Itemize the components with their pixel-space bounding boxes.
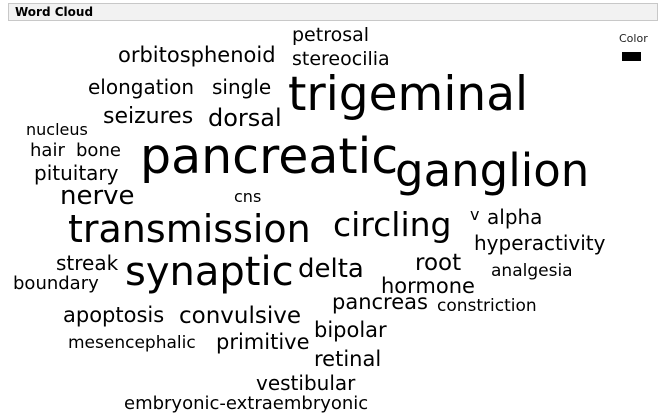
panel-title-bar[interactable]: Word Cloud xyxy=(8,3,658,21)
word-dorsal[interactable]: dorsal xyxy=(208,104,282,132)
word-analgesia[interactable]: analgesia xyxy=(491,261,573,281)
word-nerve[interactable]: nerve xyxy=(60,181,135,211)
word-synaptic[interactable]: synaptic xyxy=(125,249,294,295)
word-seizures[interactable]: seizures xyxy=(103,104,194,129)
word-cns[interactable]: cns xyxy=(234,187,262,206)
word-boundary[interactable]: boundary xyxy=(13,273,99,294)
word-single[interactable]: single xyxy=(212,75,272,99)
word-apoptosis[interactable]: apoptosis xyxy=(63,303,165,327)
word-circling[interactable]: circling xyxy=(333,205,452,244)
word-hormone[interactable]: hormone xyxy=(381,274,475,298)
word-nucleus[interactable]: nucleus xyxy=(26,120,88,139)
word-pituitary[interactable]: pituitary xyxy=(34,161,119,185)
panel-title: Word Cloud xyxy=(15,5,94,19)
word-bone[interactable]: bone xyxy=(76,140,121,161)
word-primitive[interactable]: primitive xyxy=(216,330,310,354)
legend-color-swatch xyxy=(622,52,641,61)
word-embryonic-extraembryonic[interactable]: embryonic-extraembryonic xyxy=(124,393,369,414)
word-trigeminal[interactable]: trigeminal xyxy=(288,67,529,122)
word-elongation[interactable]: elongation xyxy=(88,75,195,99)
word-mesencephalic[interactable]: mesencephalic xyxy=(68,333,196,353)
word-root[interactable]: root xyxy=(415,250,462,276)
word-alpha[interactable]: alpha xyxy=(487,205,543,229)
word-hair[interactable]: hair xyxy=(30,140,65,161)
word-delta[interactable]: delta xyxy=(298,254,364,284)
word-ganglion[interactable]: ganglion xyxy=(395,144,590,197)
legend-title: Color xyxy=(619,32,648,45)
word-v[interactable]: v xyxy=(470,205,480,224)
word-hyperactivity[interactable]: hyperactivity xyxy=(474,231,606,255)
word-orbitosphenoid[interactable]: orbitosphenoid xyxy=(118,43,276,67)
word-transmission[interactable]: transmission xyxy=(68,207,311,251)
word-vestibular[interactable]: vestibular xyxy=(256,371,356,395)
word-bipolar[interactable]: bipolar xyxy=(314,318,387,342)
word-stereocilia[interactable]: stereocilia xyxy=(292,48,390,70)
word-convulsive[interactable]: convulsive xyxy=(179,303,302,329)
word-streak[interactable]: streak xyxy=(56,251,119,275)
word-constriction[interactable]: constriction xyxy=(437,296,537,316)
word-petrosal[interactable]: petrosal xyxy=(292,24,370,46)
word-pancreatic[interactable]: pancreatic xyxy=(140,128,399,185)
word-pancreas[interactable]: pancreas xyxy=(332,290,428,314)
word-retinal[interactable]: retinal xyxy=(314,347,382,371)
